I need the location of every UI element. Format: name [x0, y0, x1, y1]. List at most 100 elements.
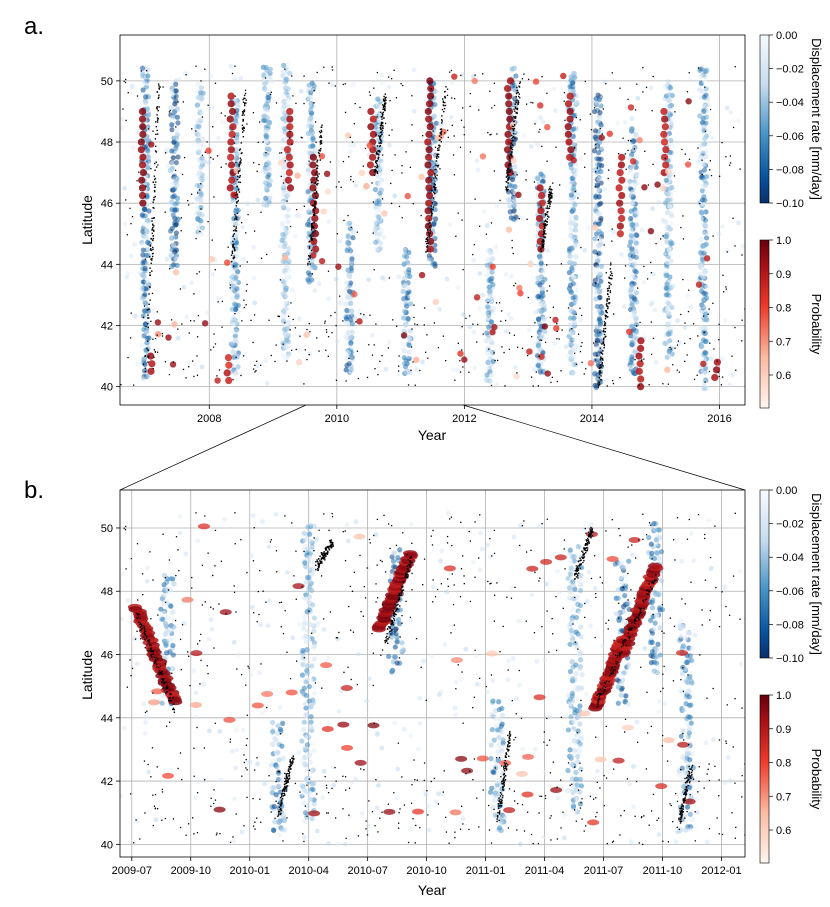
tremor-point	[532, 385, 534, 387]
slip-rate-point	[460, 72, 466, 78]
slip-rate-point	[282, 84, 289, 90]
slip-rate-point	[308, 713, 314, 720]
tremor-point	[211, 239, 213, 241]
tremor-point	[239, 181, 242, 184]
tremor-point	[505, 176, 508, 178]
tremor-point	[513, 108, 515, 110]
tremor-point	[147, 317, 149, 319]
tremor-point	[549, 192, 551, 194]
tremor-point	[382, 106, 385, 109]
slip-rate-point	[539, 331, 544, 336]
slip-event-point	[489, 328, 496, 336]
slip-rate-point	[551, 86, 557, 92]
slip-rate-point	[568, 289, 575, 296]
tremor-point	[716, 360, 718, 362]
tremor-point	[376, 171, 379, 174]
tremor-point	[607, 307, 609, 310]
slip-rate-point	[668, 258, 674, 264]
slip-event-point	[424, 138, 432, 146]
slip-event-point	[685, 98, 692, 105]
tremor-point	[147, 340, 149, 342]
slip-event-point	[137, 146, 145, 154]
tremor-point	[254, 364, 256, 367]
slip-event-point	[296, 359, 303, 366]
slip-event-point	[618, 176, 626, 184]
colorbar-tick-label: −0.04	[776, 97, 804, 109]
slip-rate-point	[470, 74, 476, 79]
tremor-point	[684, 322, 686, 324]
tremor-point	[147, 361, 149, 363]
tremor-point	[573, 146, 576, 149]
tremor-point	[284, 160, 286, 162]
slip-rate-point	[198, 164, 204, 170]
tremor-point	[517, 102, 519, 105]
tremor-point	[411, 139, 413, 142]
slip-rate-point	[263, 101, 269, 108]
tremor-point	[316, 165, 319, 167]
tremor-point	[236, 185, 238, 187]
tremor-point	[282, 182, 285, 184]
slip-rate-point	[593, 267, 599, 273]
slip-rate-point	[631, 307, 637, 312]
slip-rate-point	[700, 337, 707, 343]
tremor-point	[560, 263, 563, 265]
tremor-point	[369, 314, 371, 316]
tremor-point	[624, 265, 627, 267]
slip-rate-point	[279, 778, 286, 784]
slip-rate-point	[535, 362, 542, 368]
slip-event-point	[366, 161, 375, 169]
slip-event-point	[662, 146, 670, 154]
tremor-point	[151, 259, 153, 261]
slip-rate-point	[598, 215, 604, 222]
tremor-point	[511, 148, 514, 151]
tremor-point	[507, 173, 509, 176]
tremor-point	[158, 106, 160, 108]
tremor-point	[735, 369, 737, 371]
slip-rate-point	[406, 349, 412, 355]
slip-rate-point	[570, 206, 576, 213]
slip-rate-point	[668, 143, 674, 149]
slip-rate-point	[205, 310, 211, 316]
slip-rate-point	[267, 195, 273, 201]
slip-rate-point	[526, 327, 532, 333]
slip-event-point	[509, 121, 517, 128]
slip-rate-point	[235, 101, 241, 107]
slip-rate-point	[720, 224, 725, 230]
slip-rate-point	[533, 310, 539, 315]
tremor-point	[434, 188, 436, 190]
tremor-point	[242, 128, 244, 130]
slip-rate-point	[431, 200, 438, 207]
slip-rate-point	[284, 97, 291, 104]
slip-rate-point	[146, 161, 152, 167]
slip-event-point	[214, 377, 221, 384]
slip-event-point	[544, 123, 551, 131]
tremor-point	[541, 76, 543, 78]
slip-event-point	[425, 130, 433, 138]
slip-event-point	[566, 107, 574, 116]
slip-rate-point	[572, 202, 578, 208]
slip-rate-point	[629, 249, 636, 255]
slip-rate-point	[267, 66, 273, 72]
x-tick-label: 2012	[452, 413, 476, 425]
slip-event-point	[647, 227, 655, 235]
slip-rate-point	[172, 207, 178, 213]
slip-rate-point	[307, 797, 314, 803]
tremor-point	[379, 144, 382, 147]
tremor-point	[652, 75, 654, 78]
tremor-point	[234, 229, 236, 231]
tremor-point	[313, 102, 315, 104]
tremor-point	[289, 329, 291, 331]
slip-rate-point	[308, 704, 314, 710]
tremor-point	[552, 306, 554, 308]
tremor-point	[238, 181, 240, 183]
slip-rate-point	[172, 176, 178, 182]
tremor-point	[232, 245, 235, 247]
slip-rate-point	[302, 818, 308, 824]
slip-rate-point	[173, 127, 179, 133]
tremor-point	[453, 174, 456, 176]
slip-rate-point	[570, 236, 576, 242]
tremor-point	[510, 146, 512, 148]
tremor-point	[493, 170, 496, 172]
tremor-point	[237, 200, 240, 202]
tremor-point	[325, 329, 328, 331]
